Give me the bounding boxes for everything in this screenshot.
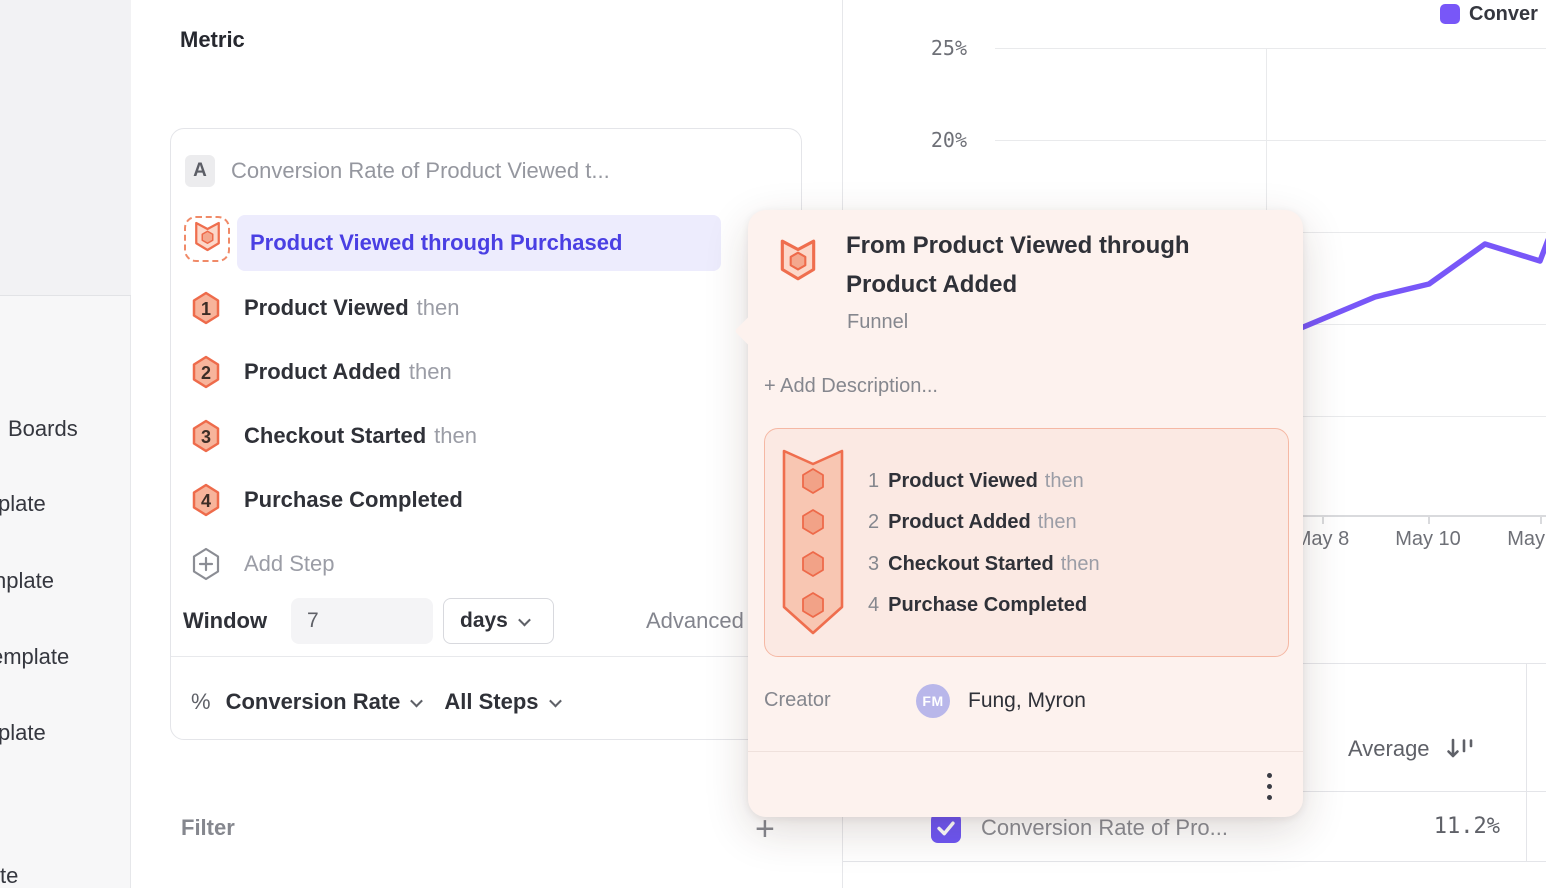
chevron-down-icon[interactable] — [548, 694, 562, 707]
check-icon — [937, 821, 955, 836]
filter-section-title: Filter — [181, 815, 235, 840]
popover-title: From Product Viewed through Product Adde… — [846, 232, 1190, 298]
x-tick — [1322, 516, 1324, 524]
creator-label: Creator — [764, 689, 831, 711]
window-label: Window — [183, 608, 268, 633]
step-2-connector: then — [408, 359, 452, 384]
series-title[interactable]: Conversion Rate of Product Viewed t... — [231, 158, 610, 183]
selected-funnel-event-label: Product Viewed through Purchased — [250, 230, 623, 255]
creator-avatar: FM — [916, 684, 950, 718]
sort-descending-icon — [1444, 736, 1476, 762]
chevron-down-icon — [518, 613, 531, 626]
add-description-button[interactable]: + Add Description... — [764, 375, 938, 397]
popover-step-2: 2 Product Added then — [868, 510, 1077, 533]
y-tick-label-20: 20% — [930, 128, 967, 152]
funnel-icon — [194, 220, 221, 258]
add-step-icon — [191, 547, 221, 581]
funnel-step-row-2[interactable]: 2 Product Added then — [171, 352, 771, 392]
step-4-name: Purchase Completed — [244, 487, 463, 512]
funnel-details-popover: From Product Viewed through Product Adde… — [734, 210, 1303, 817]
step-3-badge: 3 — [191, 419, 221, 453]
window-value-input[interactable] — [291, 598, 433, 644]
x-tick-label-may12: May 12 — [1507, 528, 1546, 550]
x-tick — [1428, 516, 1430, 524]
chevron-down-icon[interactable] — [410, 694, 424, 707]
x-tick — [1540, 516, 1542, 524]
metric-section-title: Metric — [180, 27, 245, 52]
sidebar-item-template-2[interactable]: nplate — [0, 568, 54, 593]
measured-as-dropdown[interactable]: Conversion Rate — [225, 689, 401, 714]
funnel-step-row-1[interactable]: 1 Product Viewed then — [171, 288, 771, 328]
sidebar-item-template-4[interactable]: plate — [0, 720, 46, 745]
step-2-name: Product Added — [244, 359, 401, 384]
legend-swatch — [1440, 4, 1460, 24]
add-step-button[interactable]: Add Step — [171, 544, 771, 584]
step-1-badge: 1 — [191, 291, 221, 325]
card-divider — [171, 656, 801, 657]
popover-step-3: 3 Checkout Started then — [868, 552, 1100, 575]
window-unit-select[interactable]: days — [443, 598, 554, 644]
advanced-link[interactable]: Advanced — [646, 608, 744, 633]
series-a-badge: A — [185, 155, 215, 187]
series-checkbox[interactable] — [931, 813, 961, 843]
y-tick-label-25: 25% — [930, 36, 967, 60]
sidebar-top-section — [0, 0, 131, 296]
popover-type-label: Funnel — [847, 311, 909, 333]
add-filter-button[interactable]: + — [755, 810, 775, 848]
step-1-name: Product Viewed — [244, 295, 409, 320]
step-1-connector: then — [416, 295, 460, 320]
funnel-event-icon-box[interactable] — [184, 216, 230, 262]
x-tick-label-may8: May 8 — [1294, 528, 1350, 550]
more-options-kebab-icon[interactable] — [1252, 766, 1286, 806]
step-3-connector: then — [434, 423, 477, 448]
creator-name: Fung, Myron — [968, 689, 1086, 712]
percent-prefix: % — [191, 689, 211, 714]
sidebar-item-template-1[interactable]: plate — [0, 491, 46, 516]
conversion-rate-line — [1298, 238, 1546, 331]
popover-footer-divider — [748, 751, 1303, 752]
funnel-icon — [779, 237, 817, 288]
step-2-badge: 2 — [191, 355, 221, 389]
selected-funnel-event[interactable]: Product Viewed through Purchased — [237, 215, 721, 271]
gridline-20 — [995, 140, 1546, 141]
average-header-label: Average — [1348, 736, 1430, 761]
funnel-step-row-3[interactable]: 3 Checkout Started then — [171, 416, 771, 456]
table-column-border — [1526, 663, 1527, 862]
popover-step-4: 4 Purchase Completed — [868, 593, 1088, 616]
window-unit-label: days — [460, 609, 508, 632]
sidebar-item-boards[interactable]: Boards — [8, 416, 78, 441]
step-3-name: Checkout Started — [244, 423, 427, 448]
funnel-ribbon-graphic — [781, 448, 845, 642]
step-4-badge: 4 — [191, 483, 221, 517]
metric-definition-card: A Conversion Rate of Product Viewed t...… — [170, 128, 802, 740]
legend-label: Conver — [1469, 2, 1538, 25]
chart-legend[interactable]: Conver — [1440, 1, 1538, 27]
table-row-name[interactable]: Conversion Rate of Pro... — [981, 815, 1229, 840]
sidebar-item-template-5[interactable]: te — [0, 863, 19, 888]
table-row-border — [843, 861, 1546, 862]
x-tick-label-may10: May 10 — [1395, 528, 1461, 550]
gridline-25 — [995, 48, 1546, 49]
average-column-header[interactable]: Average — [1348, 736, 1476, 762]
funnel-step-row-4[interactable]: 4 Purchase Completed — [171, 480, 771, 520]
popover-step-1: 1 Product Viewed then — [868, 469, 1084, 492]
table-row-average-value: 11.2% — [1433, 814, 1500, 839]
steps-scope-dropdown[interactable]: All Steps — [444, 689, 539, 714]
funnel-steps-summary-box: 1 Product Viewed then 2 Product Added then 3… — [764, 428, 1289, 657]
